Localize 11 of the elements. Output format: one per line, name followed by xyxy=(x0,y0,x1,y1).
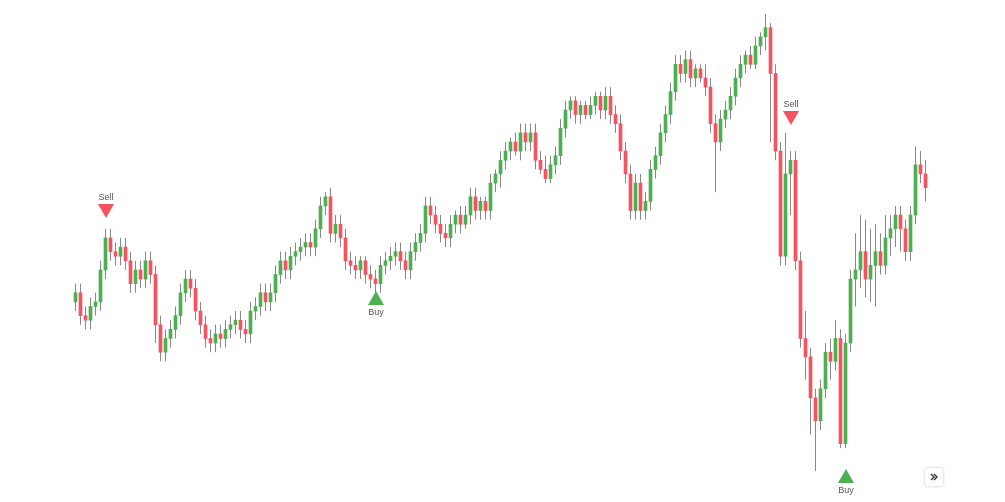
candlestick xyxy=(393,242,398,266)
candlestick xyxy=(113,242,118,266)
candlestick xyxy=(293,242,298,266)
annotation: Buy xyxy=(368,307,384,317)
candlestick xyxy=(348,251,353,275)
candlestick xyxy=(228,315,233,339)
candlestick xyxy=(83,305,88,330)
text: Buy xyxy=(838,485,854,495)
annotation: Sell xyxy=(783,99,799,109)
candlestick xyxy=(383,251,388,275)
annotation: Sell xyxy=(98,192,114,202)
